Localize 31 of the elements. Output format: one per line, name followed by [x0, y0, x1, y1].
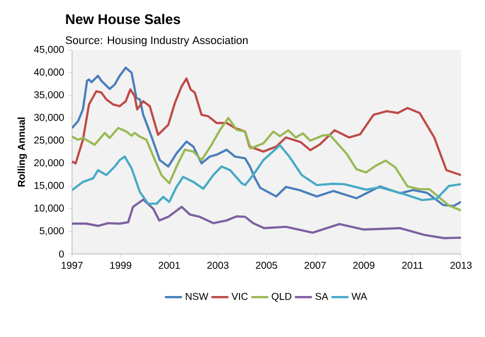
line-series — [72, 66, 462, 208]
x-tick-label: 2011 — [402, 262, 423, 269]
y-tick-label: 10,000 — [34, 204, 64, 213]
x-tick-label: 2005 — [256, 262, 278, 269]
line-series — [72, 77, 462, 176]
line-series — [72, 144, 462, 205]
y-tick-label: 35,000 — [34, 91, 64, 100]
legend-label: WA — [352, 292, 368, 300]
y-tick-label: 0 — [59, 250, 64, 258]
y-tick-label: 30,000 — [34, 114, 64, 122]
chart-title: New House Sales — [66, 14, 180, 24]
legend-label: QLD — [272, 292, 292, 302]
y-tick-label: 25,000 — [34, 136, 64, 145]
x-tick-label: 1999 — [110, 262, 132, 269]
chart-subtitle: Source: Housing Industry Association — [66, 36, 248, 46]
line-series — [72, 198, 462, 240]
y-tick-label: 40,000 — [34, 68, 64, 77]
x-tick-label: 2009 — [353, 262, 374, 269]
legend-label: VIC — [232, 292, 248, 300]
y-axis-title: Rolling Annual — [18, 118, 27, 186]
legend-label: SA — [315, 292, 328, 300]
legend-label: NSW — [186, 292, 208, 300]
x-tick-label: 2013 — [450, 262, 472, 269]
x-tick-label: 2003 — [207, 262, 229, 269]
x-tick-label: 2007 — [304, 262, 326, 269]
y-tick-label: 5,000 — [40, 227, 64, 236]
y-tick-label: 15,000 — [34, 182, 64, 190]
y-tick-label: 20,000 — [34, 159, 64, 168]
x-tick-label: 1997 — [62, 262, 83, 269]
y-tick-label: 45,000 — [34, 46, 64, 54]
x-tick-label: 2001 — [158, 262, 180, 269]
